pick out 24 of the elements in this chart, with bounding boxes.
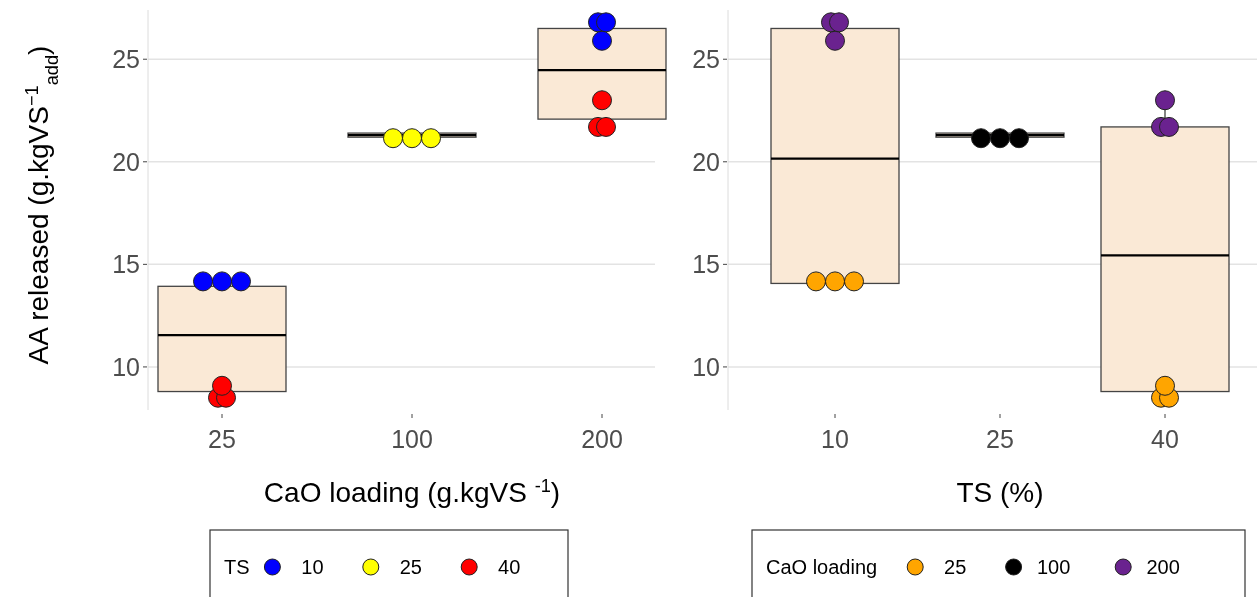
x-tick-label: 10 [821, 425, 849, 453]
legend-label: 10 [301, 556, 324, 578]
y-tick-label: 20 [692, 147, 720, 176]
legend-label: 100 [1036, 556, 1071, 578]
x-axis-title: CaO loading (g.kgVS $^{-1}$) [263, 476, 561, 508]
legend-label: 25 [399, 556, 422, 578]
legend-title: TS [224, 556, 250, 578]
x-tick-label: 40 [1151, 425, 1179, 453]
y-tick-label: 15 [692, 250, 720, 279]
y-tick-label: 15 [112, 250, 140, 279]
y-tick-label: 20 [112, 147, 140, 176]
x-tick-label: 25 [208, 425, 236, 453]
legend-label: 40 [498, 556, 521, 578]
legend-label: 200 [1146, 556, 1180, 578]
x-tick-label: 25 [986, 425, 1014, 453]
x-axis-title: TS (%) [956, 477, 1044, 508]
legend-title: CaO loading [766, 556, 878, 578]
y-tick-label: 10 [112, 352, 140, 381]
x-tick-label: 100 [391, 425, 433, 453]
y-tick-label: 25 [112, 44, 140, 73]
x-tick-label: 200 [581, 425, 623, 453]
y-tick-label: 25 [692, 44, 720, 73]
y-tick-label: 10 [692, 352, 720, 381]
legend-label: 25 [944, 556, 967, 578]
